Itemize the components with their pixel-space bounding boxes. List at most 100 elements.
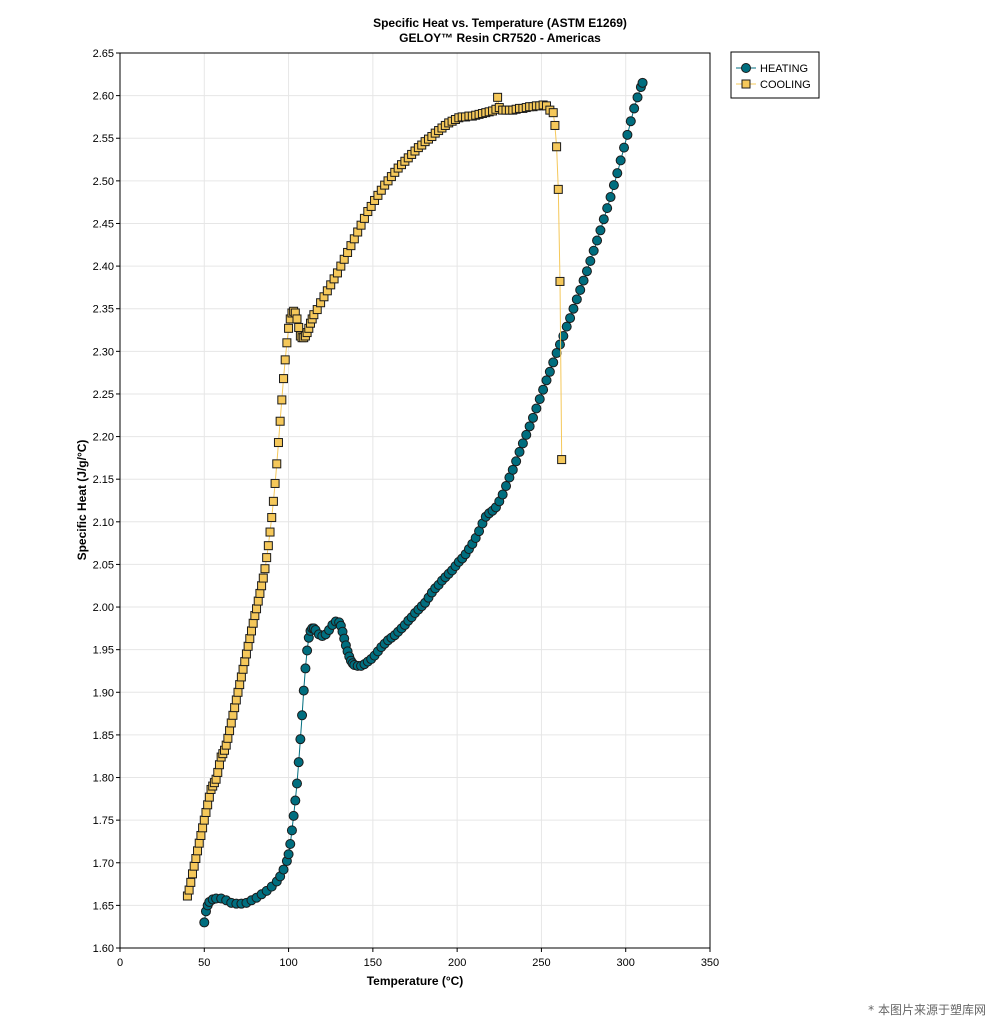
x-tick-label: 200 [448,957,466,969]
heating-point [514,446,525,457]
legend-box [730,51,820,99]
cooling-point [245,634,255,644]
heating-point [585,255,596,266]
heating-point [548,357,559,368]
cooling-point [548,108,558,118]
cooling-point [257,581,267,591]
heating-point [290,795,301,806]
y-tick-label: 1.85 [93,730,114,742]
cooling-point [294,322,304,332]
heating-point [581,266,592,277]
cooling-point [231,695,241,705]
heating-point [524,421,535,432]
x-tick-label: 350 [701,957,719,969]
heating-point [629,103,640,114]
y-tick-label: 2.60 [93,91,114,103]
cooling-point [277,395,287,405]
cooling-point [263,541,273,551]
cooling-point [555,276,565,286]
heating-point [551,348,562,359]
y-tick-label: 2.25 [93,389,114,401]
cooling-point [236,672,246,682]
cooling-point [553,184,563,194]
cooling-point [204,792,214,802]
axis-ticks: 0 50 100 150 200 250 300 350 1.60 1.65 1.70 1.75 1.8… [93,48,720,969]
cooling-point [268,496,278,506]
heating-point [598,214,609,225]
y-tick-label: 1.90 [93,687,114,699]
cooling-point [186,877,196,887]
heating-point [612,168,623,179]
x-tick-label: 100 [279,957,297,969]
heating-point [592,235,603,246]
cooling-point [265,527,275,537]
y-tick-label: 2.15 [93,474,114,486]
x-axis-title: Temperature (°C) [367,974,464,988]
cooling-point [280,355,290,365]
plot-area-frame [119,52,711,949]
cooling-point [203,800,213,810]
heating-point [615,155,626,166]
heating-point [595,225,606,236]
y-axis-title: Specific Heat (J/g/°C) [75,440,89,561]
cooling-point [246,626,256,636]
heating-point [497,489,508,500]
series-cooling [182,92,567,901]
cooling-point [238,664,248,674]
cooling-point [194,838,204,848]
heating-point [292,778,302,789]
x-tick-label: 300 [617,957,635,969]
heating-point [625,116,636,127]
cooling-point [225,726,235,736]
y-tick-label: 2.05 [93,559,114,571]
heating-point [278,864,289,875]
heating-point [637,77,648,88]
cooling-point [262,553,272,563]
heating-point [293,757,304,768]
heating-point [558,330,569,341]
y-tick-label: 2.30 [93,346,114,358]
heating-point [622,129,633,140]
cooling-point [193,846,203,856]
y-tick-label: 1.75 [93,815,114,827]
heating-point [295,734,306,745]
chart-title: Specific Heat vs. Temperature (ASTM E126… [373,16,627,30]
cooling-point [275,416,285,426]
heating-point [501,481,512,492]
cooling-point [273,438,283,448]
y-tick-label: 1.95 [93,645,114,657]
legend-heating-marker [741,63,751,73]
x-tick-label: 0 [117,957,123,969]
y-tick-label: 2.55 [93,133,114,145]
chart-subtitle: GELOY™ Resin CR7520 - Americas [399,31,601,45]
cooling-point [230,703,240,713]
heating-point [199,917,210,928]
heating-point [517,438,528,449]
y-tick-label: 1.80 [93,773,114,785]
cooling-point [258,573,268,583]
cooling-point [235,680,245,690]
cooling-point [284,323,294,333]
cooling-point [248,618,258,628]
data-series [182,77,648,928]
heating-point [300,663,311,674]
cooling-point [189,861,199,871]
cooling-point [282,338,292,348]
x-tick-label: 50 [198,957,210,969]
heating-point [575,284,586,295]
y-tick-label: 1.60 [93,943,114,955]
heating-point [288,810,299,821]
heating-point [561,321,572,332]
heating-point [521,429,532,440]
y-tick-label: 2.10 [93,517,114,529]
heating-point [538,384,549,395]
heating-point [619,142,630,153]
y-tick-label: 2.40 [93,261,114,273]
cooling-point [196,830,206,840]
heating-point [283,849,294,860]
series-heating [199,77,648,928]
heating-point [511,456,522,467]
cooling-point [267,513,277,523]
heating-point [507,464,518,475]
